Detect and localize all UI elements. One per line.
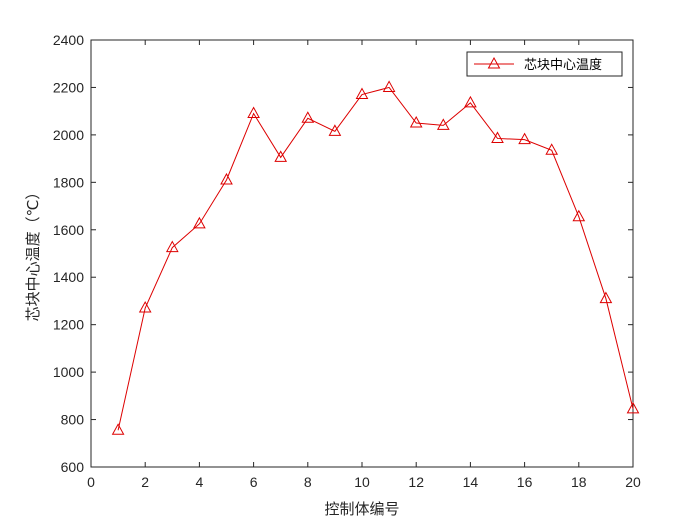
data-point-marker [572, 209, 586, 222]
x-tick-label: 0 [87, 474, 95, 490]
data-point-marker [382, 80, 396, 92]
data-point-marker [111, 423, 125, 435]
y-axis-title: 芯块中心温度（℃） [24, 185, 42, 322]
series-line [117, 86, 634, 431]
y-tick-label: 1400 [53, 269, 84, 285]
data-point-marker [328, 124, 342, 136]
data-point-marker [626, 401, 640, 414]
data-point-marker [491, 131, 504, 143]
x-tick-label: 10 [354, 474, 370, 490]
data-point-marker [436, 118, 450, 130]
legend: 芯块中心温度 [466, 51, 623, 77]
x-axis: 0 2 4 6 8 10 12 14 16 18 20 [87, 40, 641, 490]
data-point-marker [599, 291, 613, 304]
data-point-marker [545, 143, 559, 155]
data-point-marker [138, 301, 152, 313]
x-tick-label: 2 [141, 474, 149, 490]
data-point-marker [355, 87, 369, 100]
legend-triangle-marker [487, 56, 501, 69]
series-layer [111, 80, 640, 435]
x-tick-label: 18 [571, 474, 587, 490]
data-point-marker [193, 216, 206, 229]
data-point-marker [464, 95, 477, 108]
plot-area [90, 39, 634, 468]
x-axis-title: 控制体编号 [324, 500, 399, 518]
data-point-marker [220, 172, 233, 185]
y-tick-label: 2400 [53, 32, 84, 48]
data-point-marker [274, 150, 288, 162]
data-point-marker [518, 132, 531, 145]
legend-label: 芯块中心温度 [524, 57, 602, 73]
data-point-marker [409, 115, 423, 128]
y-tick-label: 1800 [53, 174, 84, 190]
y-axis: 600 800 1000 1200 1400 1600 1800 2000 2200 2400 [53, 32, 633, 475]
data-point-marker [301, 111, 315, 123]
y-tick-label: 2200 [53, 79, 84, 95]
y-tick-label: 600 [61, 459, 85, 475]
data-point-marker [165, 240, 179, 253]
x-tick-label: 20 [625, 474, 641, 490]
x-tick-label: 14 [463, 474, 479, 490]
x-tick-label: 16 [517, 474, 533, 490]
y-tick-label: 1200 [53, 317, 84, 333]
x-tick-label: 8 [304, 474, 312, 490]
x-tick-label: 12 [408, 474, 424, 490]
y-tick-label: 800 [61, 412, 85, 428]
data-point-marker [247, 106, 260, 119]
x-tick-label: 6 [250, 474, 258, 490]
x-tick-label: 4 [196, 474, 204, 490]
y-tick-label: 1600 [53, 222, 84, 238]
y-tick-label: 2000 [53, 127, 84, 143]
y-tick-label: 1000 [53, 364, 84, 380]
